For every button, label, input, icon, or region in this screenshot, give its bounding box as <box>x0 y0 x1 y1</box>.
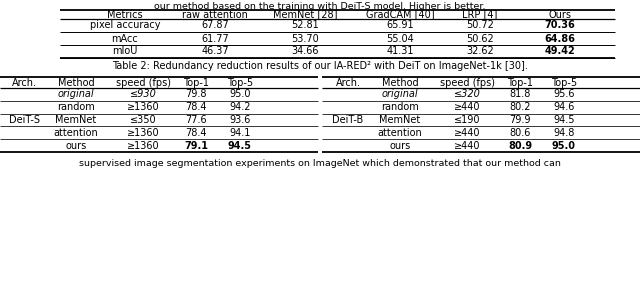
Text: attention: attention <box>378 128 422 138</box>
Text: ≥440: ≥440 <box>454 102 480 112</box>
Text: pixel accuracy: pixel accuracy <box>90 21 160 30</box>
Text: 80.9: 80.9 <box>508 140 532 151</box>
Text: Ours: Ours <box>548 10 572 19</box>
Text: 55.04: 55.04 <box>386 34 414 43</box>
Text: DeiT-S: DeiT-S <box>8 115 40 125</box>
Text: ours: ours <box>389 140 411 151</box>
Text: Method: Method <box>381 78 419 87</box>
Text: 46.37: 46.37 <box>201 47 229 56</box>
Text: ≤320: ≤320 <box>454 89 481 99</box>
Text: DeiT-B: DeiT-B <box>332 115 364 125</box>
Text: Top-1: Top-1 <box>507 78 533 87</box>
Text: 94.5: 94.5 <box>228 140 252 151</box>
Text: 93.6: 93.6 <box>229 115 251 125</box>
Text: Top-5: Top-5 <box>227 78 253 87</box>
Text: 95.0: 95.0 <box>229 89 251 99</box>
Text: MemNet [28]: MemNet [28] <box>273 10 337 19</box>
Text: 64.86: 64.86 <box>545 34 575 43</box>
Text: 49.42: 49.42 <box>545 47 575 56</box>
Text: Top-5: Top-5 <box>551 78 577 87</box>
Text: LRP [4]: LRP [4] <box>462 10 498 19</box>
Text: Top-1: Top-1 <box>183 78 209 87</box>
Text: 80.6: 80.6 <box>509 128 531 138</box>
Text: ≤930: ≤930 <box>129 89 156 99</box>
Text: 53.70: 53.70 <box>291 34 319 43</box>
Text: 70.36: 70.36 <box>545 21 575 30</box>
Text: 78.4: 78.4 <box>185 102 207 112</box>
Text: raw attention: raw attention <box>182 10 248 19</box>
Text: ≥1360: ≥1360 <box>127 102 159 112</box>
Text: 67.87: 67.87 <box>201 21 229 30</box>
Text: 94.2: 94.2 <box>229 102 251 112</box>
Text: 94.1: 94.1 <box>229 128 251 138</box>
Text: 79.1: 79.1 <box>184 140 208 151</box>
Text: 79.9: 79.9 <box>509 115 531 125</box>
Text: 50.72: 50.72 <box>466 21 494 30</box>
Text: Arch.: Arch. <box>335 78 360 87</box>
Text: ≥440: ≥440 <box>454 128 480 138</box>
Text: MemNet: MemNet <box>380 115 420 125</box>
Text: original: original <box>58 89 94 99</box>
Text: ≤190: ≤190 <box>454 115 480 125</box>
Text: ours: ours <box>65 140 86 151</box>
Text: GradCAM [40]: GradCAM [40] <box>365 10 435 19</box>
Text: 94.5: 94.5 <box>553 115 575 125</box>
Text: speed (fps): speed (fps) <box>115 78 170 87</box>
Text: 94.8: 94.8 <box>554 128 575 138</box>
Text: MemNet: MemNet <box>56 115 97 125</box>
Text: 34.66: 34.66 <box>291 47 319 56</box>
Text: mAcc: mAcc <box>111 34 138 43</box>
Text: ≥1360: ≥1360 <box>127 140 159 151</box>
Text: 50.62: 50.62 <box>466 34 494 43</box>
Text: 80.2: 80.2 <box>509 102 531 112</box>
Text: 77.6: 77.6 <box>185 115 207 125</box>
Text: 94.6: 94.6 <box>554 102 575 112</box>
Text: 79.8: 79.8 <box>185 89 207 99</box>
Text: supervised image segmentation experiments on ImageNet which demonstrated that ou: supervised image segmentation experiment… <box>79 159 561 168</box>
Text: our method based on the training with DeiT-S model. Higher is better.: our method based on the training with De… <box>154 2 486 11</box>
Text: 61.77: 61.77 <box>201 34 229 43</box>
Text: ≤350: ≤350 <box>130 115 156 125</box>
Text: original: original <box>381 89 419 99</box>
Text: random: random <box>57 102 95 112</box>
Text: Method: Method <box>58 78 94 87</box>
Text: ≥1360: ≥1360 <box>127 128 159 138</box>
Text: Table 2: Redundancy reduction results of our IA-RED² with DeiT on ImageNet-1k [3: Table 2: Redundancy reduction results of… <box>112 61 528 71</box>
Text: 52.81: 52.81 <box>291 21 319 30</box>
Text: 41.31: 41.31 <box>387 47 413 56</box>
Text: ≥440: ≥440 <box>454 140 480 151</box>
Text: attention: attention <box>54 128 99 138</box>
Text: 65.91: 65.91 <box>386 21 414 30</box>
Text: 95.6: 95.6 <box>553 89 575 99</box>
Text: Arch.: Arch. <box>12 78 36 87</box>
Text: 81.8: 81.8 <box>509 89 531 99</box>
Text: random: random <box>381 102 419 112</box>
Text: 32.62: 32.62 <box>466 47 494 56</box>
Text: 78.4: 78.4 <box>185 128 207 138</box>
Text: 95.0: 95.0 <box>552 140 576 151</box>
Text: speed (fps): speed (fps) <box>440 78 495 87</box>
Text: Metrics: Metrics <box>107 10 143 19</box>
Text: mIoU: mIoU <box>112 47 138 56</box>
